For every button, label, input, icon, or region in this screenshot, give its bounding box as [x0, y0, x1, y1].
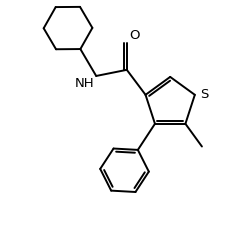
Text: NH: NH [75, 77, 94, 90]
Text: S: S [200, 88, 208, 101]
Text: O: O [130, 29, 140, 42]
